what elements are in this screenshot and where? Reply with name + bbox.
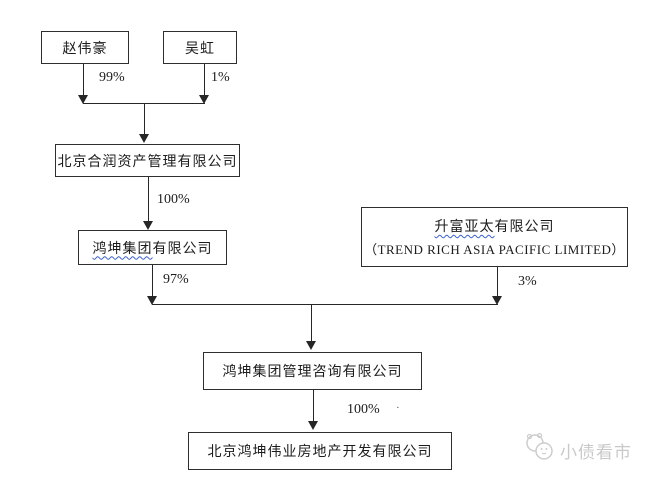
arrowhead-down-icon — [492, 296, 502, 305]
node-label-english: （TREND RICH ASIA PACIFIC LIMITED） — [364, 242, 625, 257]
edge-consulting-to-weiye-line — [313, 390, 314, 421]
watermark: 小债看市 — [524, 432, 632, 469]
mascot-icon — [524, 432, 556, 469]
node-herun-asset-management: 北京合润资产管理有限公司 — [55, 144, 240, 177]
node-label-rest: 有限公司 — [494, 218, 555, 234]
arrowhead-down-icon — [308, 421, 318, 430]
arrowhead-down-icon — [147, 296, 157, 305]
edge-to-consulting-line — [311, 305, 312, 341]
stray-mark: · — [396, 402, 400, 414]
watermark-text: 小债看市 — [560, 443, 632, 462]
edge-merge-line — [83, 103, 205, 104]
node-hongkun-weiye-real-estate: 北京鸿坤伟业房地产开发有限公司 — [188, 432, 452, 470]
edge-label-99: 99% — [99, 70, 125, 85]
edge-label-100-b: 100% — [347, 402, 380, 417]
edge-label-3: 3% — [518, 274, 537, 289]
arrowhead-down-icon — [78, 95, 88, 104]
arrowhead-down-icon — [199, 95, 209, 104]
node-label: 北京鸿坤伟业房地产开发有限公司 — [207, 443, 433, 459]
node-hongkun-consulting: 鸿坤集团管理咨询有限公司 — [203, 352, 422, 390]
edge-to-herun-line — [144, 104, 145, 134]
arrowhead-down-icon — [139, 134, 149, 143]
arrowhead-down-icon — [306, 341, 316, 350]
node-label: 鸿坤集团有限公司 — [93, 238, 213, 258]
node-label: 吴虹 — [185, 39, 215, 56]
edge-label-97: 97% — [163, 272, 189, 287]
spellcheck-underlined-text: 升富亚太 — [434, 218, 495, 234]
node-hongkun-group: 鸿坤集团有限公司 — [78, 230, 227, 265]
edge-merge-line — [152, 304, 498, 305]
edge-label-100: 100% — [157, 192, 190, 207]
spellcheck-underlined-text: 鸿坤集团 — [92, 239, 153, 256]
node-zhao-weihao: 赵伟豪 — [41, 31, 129, 64]
node-label: 北京合润资产管理有限公司 — [57, 152, 238, 169]
edge-zhao-line — [83, 64, 84, 95]
edge-wu-line — [204, 64, 205, 95]
node-label: 鸿坤集团管理咨询有限公司 — [222, 363, 403, 379]
edge-trend-rich-line — [497, 267, 498, 296]
arrowhead-down-icon — [143, 221, 153, 230]
node-label-rest: 有限公司 — [152, 239, 213, 256]
node-label: 赵伟豪 — [62, 39, 108, 56]
node-wu-hong: 吴虹 — [163, 31, 237, 64]
node-trend-rich-asia-pacific: 升富亚太有限公司 （TREND RICH ASIA PACIFIC LIMITE… — [361, 207, 628, 267]
edge-herun-to-group-line — [148, 177, 149, 221]
edge-group-line — [152, 265, 153, 296]
node-label: 升富亚太有限公司 — [435, 216, 555, 236]
edge-label-1: 1% — [211, 70, 230, 85]
